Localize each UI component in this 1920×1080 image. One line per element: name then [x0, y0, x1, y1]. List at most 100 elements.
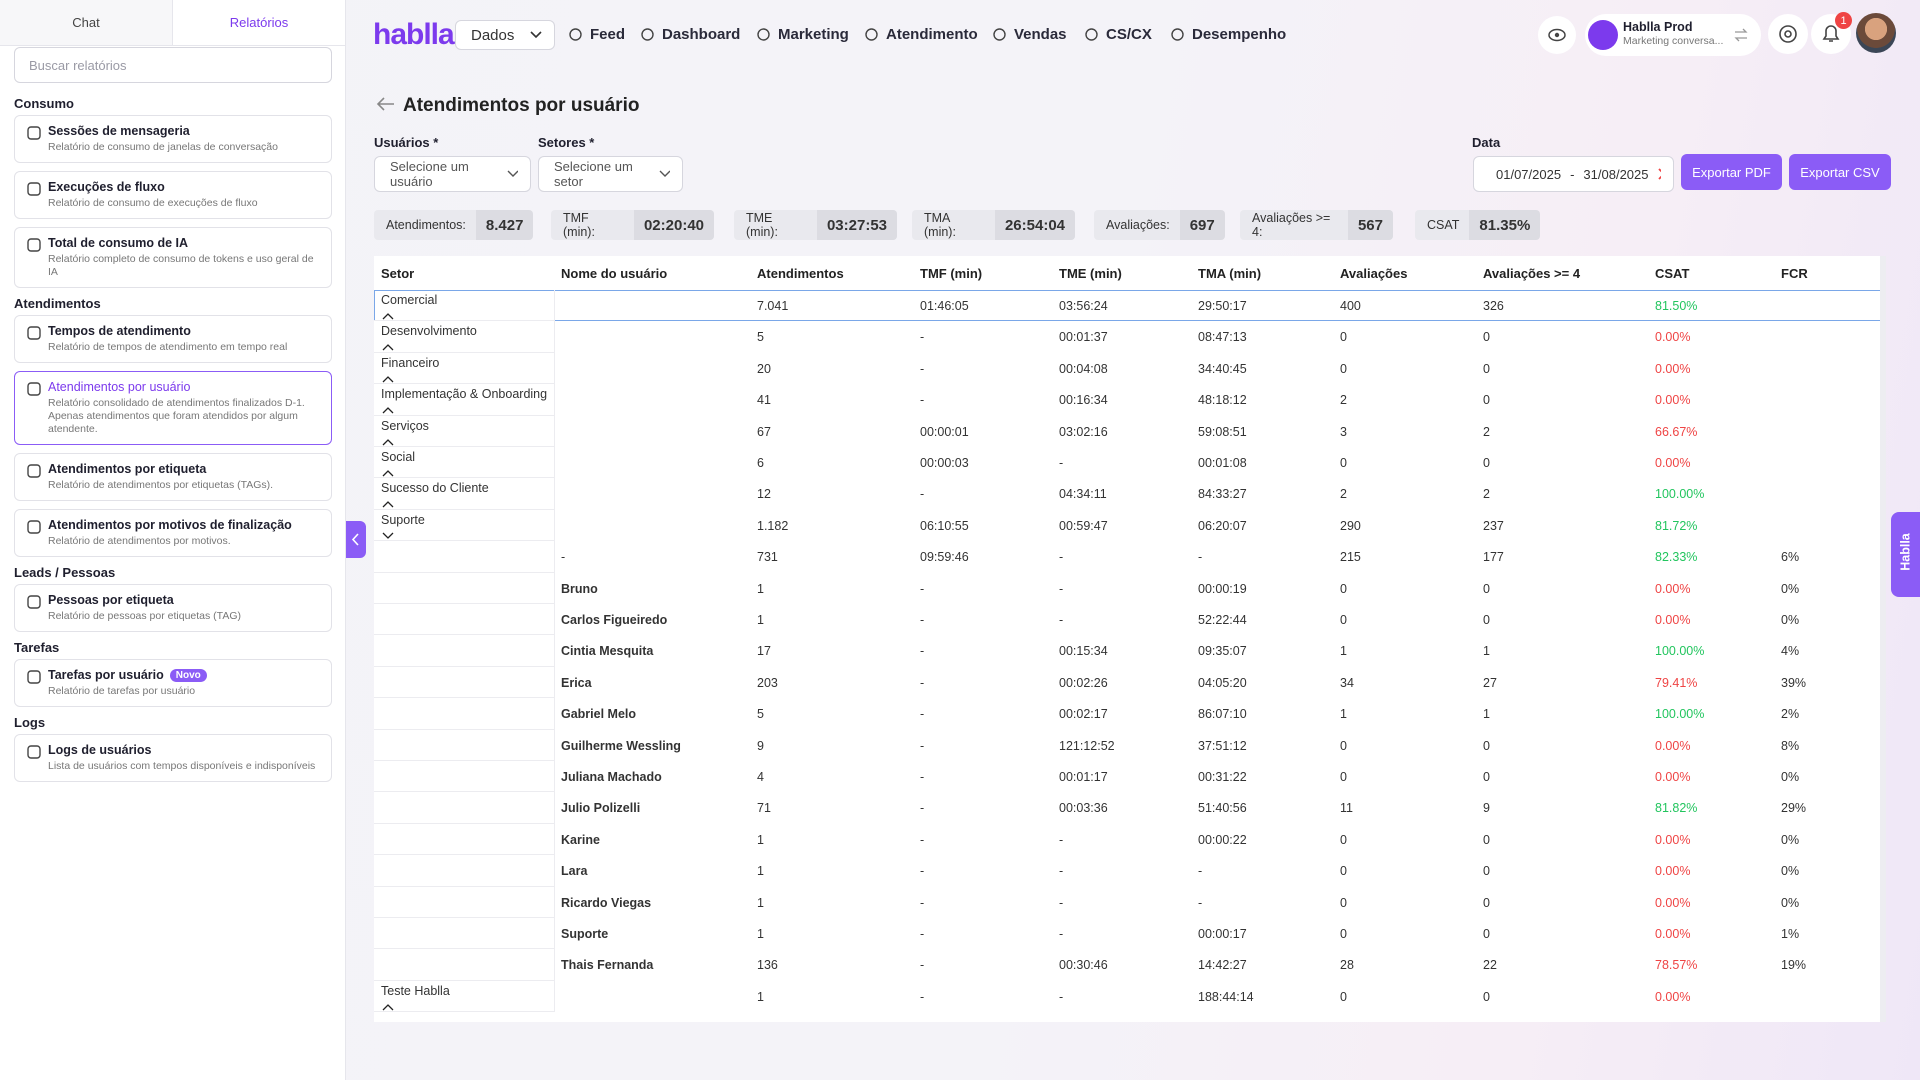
expand-toggle[interactable]	[382, 338, 394, 356]
expand-toggle[interactable]	[382, 370, 394, 388]
nav-item[interactable]: Desempenho	[1170, 24, 1286, 44]
nav-item[interactable]: Dashboard	[640, 24, 740, 44]
settings-button[interactable]	[1768, 14, 1808, 54]
table-cell: 78.57%	[1655, 958, 1698, 973]
report-item[interactable]: Tempos de atendimento Relatório de tempos…	[14, 315, 332, 363]
table-cell: 11	[1340, 801, 1353, 816]
search-input[interactable]: Buscar relatórios	[14, 47, 332, 83]
expand-toggle[interactable]	[382, 433, 394, 451]
nav-item[interactable]: Marketing	[756, 24, 849, 44]
table-cell: 0%	[1781, 770, 1800, 784]
report-item[interactable]: Pessoas por etiqueta Relatório de pessoas…	[14, 584, 332, 632]
account-switcher[interactable]: Hablla Prod Marketing conversa...	[1585, 14, 1761, 56]
row-divider	[374, 979, 554, 981]
nav-item[interactable]: CS/CX	[1084, 24, 1152, 44]
expand-toggle[interactable]	[382, 307, 394, 325]
table-cell: 00:16:34	[1059, 393, 1108, 408]
table-cell: 326	[1483, 299, 1504, 313]
sector-name: Serviços	[381, 418, 429, 433]
report-item[interactable]: Tarefas por usuário Novo Relatório de tare…	[14, 659, 332, 707]
table-cell: 0%	[1781, 895, 1800, 910]
date-range[interactable]: 01/07/2025-31/08/2025	[1473, 156, 1674, 192]
row-divider	[554, 980, 555, 1013]
table-cell: 6%	[1781, 550, 1800, 565]
table-cell: Erica	[561, 675, 592, 690]
row-divider	[374, 383, 554, 385]
item-icon	[27, 326, 41, 340]
table-cell: 237	[1483, 518, 1504, 533]
table-cell: 0	[1340, 581, 1347, 596]
table-cell: 00:01:08	[1198, 456, 1247, 470]
sidebar-tabs: Chat Relatórios	[0, 0, 345, 46]
sector-name: Suporte	[381, 512, 425, 527]
nav-item[interactable]: Feed	[568, 24, 625, 44]
report-item[interactable]: Atendimentos por motivos de finalização R…	[14, 509, 332, 557]
side-tab[interactable]: Hablla	[1891, 512, 1920, 597]
nav-item[interactable]: Vendas	[992, 24, 1067, 44]
table-cell: 00:59:47	[1059, 518, 1108, 533]
report-item[interactable]: Atendimentos por etiqueta Relatório de at…	[14, 453, 332, 501]
nav-icon	[1171, 27, 1184, 41]
sidebar-tab[interactable]: Relatórios	[172, 0, 345, 45]
sector-name: Social	[381, 450, 416, 464]
nav-item[interactable]: Atendimento	[864, 24, 978, 44]
users-select[interactable]: Selecione um usuário	[374, 156, 531, 192]
table-cell: 7.041	[757, 299, 789, 313]
report-item[interactable]: Total de consumo de IA Relatório completo…	[14, 227, 332, 288]
report-title: Sessões de mensageria	[48, 124, 190, 138]
expand-toggle[interactable]	[382, 464, 394, 482]
report-item[interactable]: Sessões de mensageria Relatório de consum…	[14, 115, 332, 163]
table-cell: 0.00%	[1655, 393, 1691, 408]
search-placeholder: Buscar relatórios	[29, 57, 127, 73]
sidebar-tab[interactable]: Chat	[0, 0, 172, 45]
back-arrow[interactable]	[376, 96, 396, 112]
table-cell: -	[1059, 927, 1064, 941]
module-select[interactable]: Dados	[455, 20, 555, 50]
table-cell: 100.00%	[1655, 644, 1705, 659]
collapse-sidebar[interactable]	[346, 521, 366, 558]
report-item[interactable]: Atendimentos por usuário Relatório consol…	[14, 371, 332, 445]
table-cell: 82.33%	[1655, 550, 1698, 565]
report-table: Setor Nome do usuário Atendimentos TMF (min…	[374, 256, 1886, 1022]
report-item[interactable]: Execuções de fluxo Relatório de consumo d…	[14, 171, 332, 219]
switch-icon	[1734, 28, 1748, 42]
export-button[interactable]: Exportar CSV	[1789, 154, 1891, 190]
expand-toggle[interactable]	[382, 998, 394, 1016]
clear-icon[interactable]	[1657, 168, 1662, 180]
user-avatar[interactable]	[1856, 13, 1896, 53]
item-icon	[27, 595, 41, 609]
table-cell: 0%	[1781, 832, 1800, 847]
nav-icon	[569, 27, 582, 41]
table-cell: 0	[1340, 738, 1347, 753]
table-cell: -	[1059, 550, 1064, 565]
expand-toggle[interactable]	[382, 527, 394, 545]
table-cell: 2	[1340, 487, 1347, 502]
table-row: Cintia Mesquita 17 - 00:15:34 09:35:07 1 1 100.…	[374, 635, 1884, 667]
table-cell: 0%	[1781, 864, 1800, 879]
eye-button[interactable]	[1538, 16, 1576, 54]
table-cell: 188:44:14	[1198, 989, 1254, 1004]
table-cell: -	[920, 707, 925, 722]
export-button[interactable]: Exportar PDF	[1681, 154, 1782, 190]
table-cell: 0.00%	[1655, 456, 1691, 470]
table-cell: 0.00%	[1655, 989, 1691, 1004]
notifications-button[interactable]: 1	[1811, 12, 1852, 54]
report-item[interactable]: Logs de usuários Lista de usuários com te…	[14, 734, 332, 782]
expand-toggle[interactable]	[382, 401, 394, 419]
nav-label: CS/CX	[1106, 25, 1152, 43]
sectors-select[interactable]: Selecione um setor	[538, 156, 683, 192]
row-divider	[554, 761, 555, 793]
table-cell: -	[1059, 895, 1064, 910]
stat-value: 81.35%	[1469, 210, 1541, 240]
table-row: Implementação & Onboarding 41 - 00:16:34 48:…	[374, 384, 1884, 416]
table-cell: 51:40:56	[1198, 801, 1247, 816]
logo[interactable]: hablla	[373, 18, 455, 51]
item-icon	[27, 520, 41, 534]
expand-toggle[interactable]	[382, 495, 394, 513]
item-icon	[27, 670, 41, 684]
table-cell: 00:02:17	[1059, 707, 1108, 722]
table-cell: 1.182	[757, 518, 789, 533]
table-cell: -	[920, 361, 925, 376]
table-cell: 67	[757, 424, 771, 439]
chevron	[382, 1003, 394, 1011]
